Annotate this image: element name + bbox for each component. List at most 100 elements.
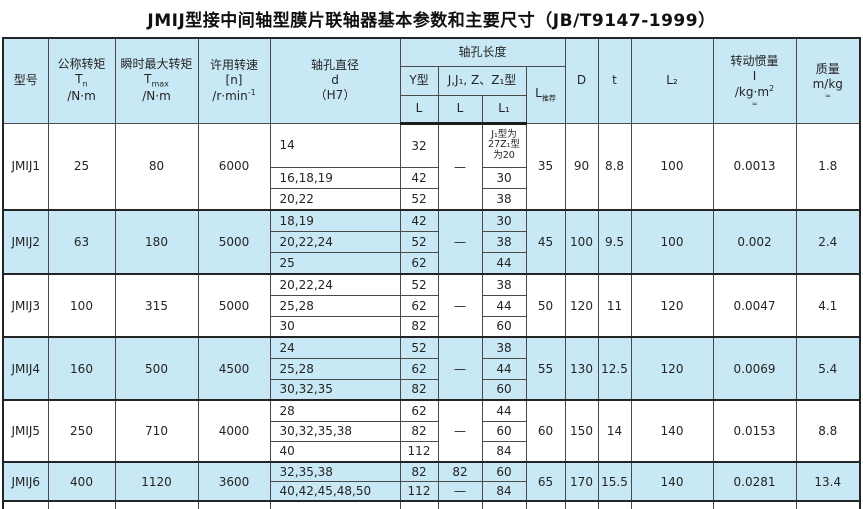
L2-cell: 100 [630, 209, 714, 275]
inertia-cell: 0.0281 [712, 461, 797, 502]
t-cell: 8.8 [597, 122, 632, 211]
header-L-j: L [437, 94, 483, 125]
length-l1-cell: 60 [481, 315, 527, 338]
length-l1-cell: 38 [481, 336, 527, 359]
D-cell: 130 [564, 336, 599, 401]
bore-diameter-cell: 40 [269, 440, 401, 463]
L2-cell: 140 [630, 399, 714, 463]
t-cell: 15.5 [597, 461, 632, 502]
t-cell: 12.5 [597, 336, 632, 401]
length-y-cell: 62 [399, 251, 439, 275]
D-cell: 120 [564, 273, 599, 338]
length-y-cell: 52 [399, 273, 439, 296]
length-l1-cell: 38 [481, 273, 527, 296]
tmax-cell: 710 [114, 399, 199, 463]
length-l1-cell: 38 [481, 187, 527, 211]
D-cell: 90 [564, 122, 599, 211]
header-L1: L₁ [481, 94, 527, 125]
mass-cell: 4.1 [795, 273, 861, 338]
bore-diameter-cell: 32,35,38 [269, 461, 401, 482]
length-l1-cell: 30 [481, 166, 527, 189]
length-y-cell: 42 [399, 166, 439, 189]
tn-cell: 63 [47, 209, 116, 275]
length-y-cell: 82 [399, 461, 439, 482]
length-l1-cell: 44 [481, 251, 527, 275]
D-cell: 100 [564, 209, 599, 275]
length-y-cell: 82 [399, 378, 439, 401]
inertia-cell: 0.0047 [712, 273, 797, 338]
model-cell: JMIJ6 [2, 461, 49, 502]
bore-diameter-cell: 16,18,19 [269, 166, 401, 189]
length-j-cell: 82 [437, 461, 483, 482]
header-bore-diameter: 轴孔直径 d （H7） [269, 37, 401, 124]
bore-diameter-cell: 14 [269, 122, 401, 168]
tn-cell: 400 [47, 461, 116, 502]
length-y-cell: 32 [399, 122, 439, 168]
header-jz-type: J,J₁, Z、Z₁型 [437, 65, 527, 96]
length-y-cell: 62 [399, 399, 439, 422]
tn-cell: 250 [47, 399, 116, 463]
length-l1-cell: 38 [481, 230, 527, 253]
l-recommended-cell: 65 [525, 461, 566, 502]
tmax-cell: 315 [114, 273, 199, 338]
tmax-cell: 500 [114, 336, 199, 401]
length-y-cell: 62 [399, 357, 439, 380]
tmax-cell: 1120 [114, 461, 199, 502]
tmax-cell: 80 [114, 122, 199, 211]
bore-diameter-cell: 18,19 [269, 209, 401, 232]
header-nominal-torque: 公称转矩 Tn /N·m [47, 37, 116, 124]
header-bore-length: 轴孔长度 [399, 37, 566, 67]
length-j-dash-cell: — [437, 122, 483, 211]
inertia-cell: 0.0013 [712, 122, 797, 211]
coupling-spec-table: 型号 公称转矩 Tn /N·m 瞬时最大转矩 Tmax /N·m 许用转速 [n… [2, 37, 861, 509]
speed-cell: 3600 [197, 461, 271, 502]
model-cell: JMIJ4 [2, 336, 49, 401]
speed-cell: 4500 [197, 336, 271, 401]
mass-cell: 8.8 [795, 399, 861, 463]
length-y-cell: 62 [399, 294, 439, 317]
header-model: 型号 [2, 37, 49, 124]
length-l1-cell: 44 [481, 294, 527, 317]
length-y-cell: 42 [399, 209, 439, 232]
D-cell: 170 [564, 461, 599, 502]
header-inertia: 转动惯量 I /kg·m2 ≈ [712, 37, 797, 124]
bore-diameter-cell: 25,28 [269, 357, 401, 380]
model-cell: JMIJ1 [2, 122, 49, 211]
length-j-dash-cell: — [437, 273, 483, 338]
length-l1-cell: 84 [481, 480, 527, 502]
bore-diameter-cell: 20,22 [269, 187, 401, 211]
bore-diameter-cell: 30 [269, 315, 401, 338]
l-recommended-cell: 45 [525, 209, 566, 275]
length-l1-note-cell: J₁型为 27Z₁型 为20 [481, 122, 527, 168]
length-y-cell: 112 [399, 480, 439, 502]
bore-diameter-cell: 20,22,24 [269, 230, 401, 253]
header-L-recommended: L推荐 [525, 65, 566, 124]
inertia-cell: 0.0069 [712, 336, 797, 401]
bore-diameter-cell: 20,22,24 [269, 273, 401, 296]
header-mass: 质量 m/kg ≈ [795, 37, 861, 124]
length-l1-cell: 84 [481, 440, 527, 463]
header-L2: L₂ [630, 37, 714, 124]
t-cell: 11 [597, 273, 632, 338]
mass-cell: 2.4 [795, 209, 861, 275]
l-recommended-cell: 35 [525, 122, 566, 211]
inertia-cell: 0.002 [712, 209, 797, 275]
l-recommended-cell: 60 [525, 399, 566, 463]
length-l1-cell: 60 [481, 461, 527, 482]
speed-cell: 5000 [197, 209, 271, 275]
length-y-cell: 82 [399, 315, 439, 338]
length-j-cell: — [437, 480, 483, 502]
model-cell: JMIJ5 [2, 399, 49, 463]
speed-cell: 4000 [197, 399, 271, 463]
length-l1-cell: 44 [481, 399, 527, 422]
length-j-dash-cell: — [437, 209, 483, 275]
L2-cell: 100 [630, 122, 714, 211]
header-D: D [564, 37, 599, 124]
speed-cell: 5000 [197, 273, 271, 338]
length-l1-cell: 60 [481, 378, 527, 401]
tn-cell: 25 [47, 122, 116, 211]
t-cell: 9.5 [597, 209, 632, 275]
length-j-dash-cell: — [437, 336, 483, 401]
tn-cell: 100 [47, 273, 116, 338]
